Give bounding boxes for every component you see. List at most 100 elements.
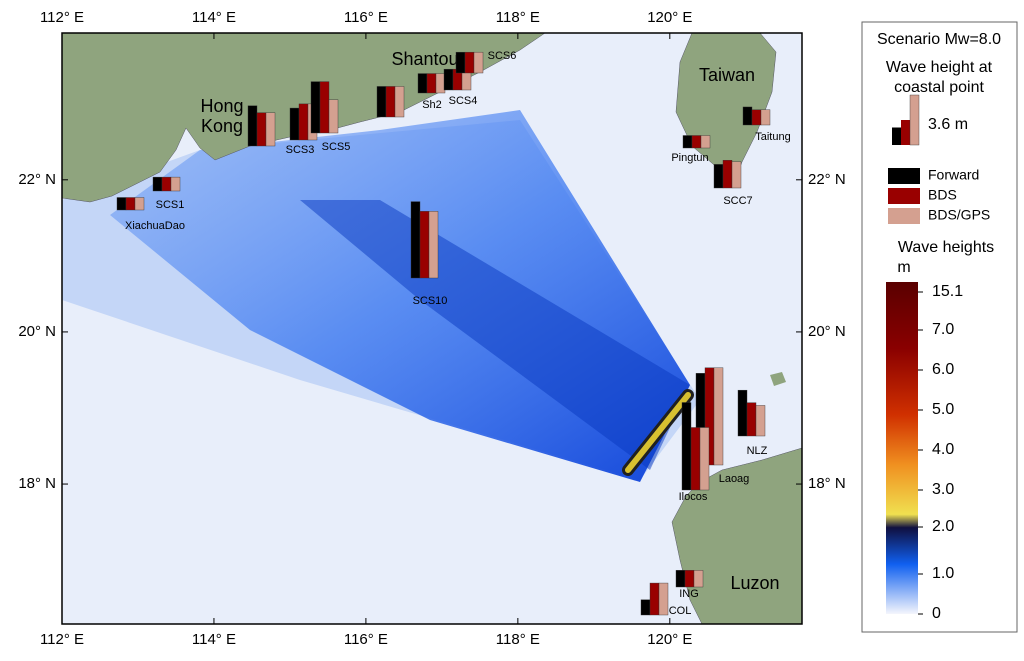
place-label: Luzon: [730, 573, 779, 593]
map-area: [62, 33, 802, 624]
station-bar: [675, 570, 686, 588]
lon-label: 112° E: [40, 9, 84, 26]
station-bar: [116, 197, 127, 211]
station-bar: [699, 427, 710, 491]
lat-label: 18° N: [808, 475, 846, 492]
station-bar: [419, 211, 430, 279]
lon-label: 114° E: [192, 631, 236, 648]
map-frame: [61, 32, 803, 625]
station-bar: [682, 135, 693, 149]
station-bar: [760, 109, 771, 126]
station-bar: [722, 160, 733, 189]
lon-label: 118° E: [496, 631, 540, 648]
station-bar: [310, 81, 321, 134]
glyph-title: Wave height at coastal point: [886, 59, 993, 96]
legend-swatch: [888, 188, 920, 204]
station-bar: [700, 135, 711, 149]
colorbar-label: 6.0: [932, 361, 954, 378]
station-bar: [170, 176, 181, 192]
lat-label: 22° N: [18, 171, 56, 188]
station-label: SCS5: [322, 141, 351, 153]
scale-label: 3.6 m: [928, 116, 968, 133]
lon-label: 120° E: [647, 9, 692, 26]
colorbar-label: 0: [932, 605, 941, 622]
station-bar: [713, 367, 724, 466]
lat-label: 22° N: [808, 171, 846, 188]
colorbar-label: 7.0: [932, 321, 954, 338]
station-bar: [746, 402, 757, 437]
station-bar: [289, 107, 300, 141]
legend-label: Forward: [928, 167, 979, 183]
lat-label: 20° N: [808, 323, 846, 340]
colorbar-label: 2.0: [932, 518, 954, 535]
station-label: COL: [669, 605, 692, 617]
colorbar-label: 5.0: [932, 401, 954, 418]
legend-label: BDS/GPS: [928, 207, 990, 223]
station-bar: [640, 599, 651, 616]
wave-core: [300, 200, 690, 470]
station-bar: [319, 81, 330, 134]
lon-label: 120° E: [647, 631, 692, 648]
colorbar-label: 4.0: [932, 441, 954, 458]
station-bar: [731, 161, 742, 189]
station-label: Taitung: [755, 131, 790, 143]
station-label: NLZ: [747, 445, 768, 457]
rupture: [625, 392, 691, 473]
colorbar-title: Wave heights: [898, 239, 994, 256]
station-bar: [684, 570, 695, 588]
station-label: SCS10: [413, 295, 448, 307]
land-luzon: [671, 447, 802, 624]
legend-glyph: [901, 120, 910, 145]
station-label: SCS4: [449, 95, 478, 107]
station-bar: [161, 176, 172, 192]
place-label: Shantou: [391, 49, 458, 69]
lat-label: 18° N: [18, 475, 56, 492]
station-bar: [428, 211, 439, 279]
station-label: Laoag: [719, 473, 750, 485]
station-label: XiachuaDao: [125, 220, 185, 232]
lat-label: 20° N: [18, 323, 56, 340]
station-bar: [134, 197, 145, 211]
station-bar: [247, 105, 258, 147]
station-label: Pingtun: [671, 152, 708, 164]
station-bar: [265, 112, 276, 147]
station-label: Sh2: [422, 99, 442, 111]
station-bar: [394, 86, 405, 118]
station-bar: [755, 405, 766, 437]
legend-label: BDS: [928, 187, 957, 203]
place-label: Taiwan: [699, 65, 755, 85]
station-bar: [737, 389, 748, 437]
station-bar: [658, 582, 669, 616]
station-label: SCS3: [286, 144, 315, 156]
station-bar: [742, 106, 753, 126]
legend-glyph: [892, 127, 901, 145]
lon-label: 118° E: [496, 9, 540, 26]
station-bar: [690, 427, 701, 491]
station-bar: [328, 99, 339, 134]
station-bar: [417, 73, 428, 94]
station-bar: [443, 68, 454, 91]
station-bar: [649, 582, 660, 616]
station-bar: [410, 201, 421, 279]
station-bar: [426, 73, 437, 94]
legend-swatch: [888, 208, 920, 224]
station-label: ING: [679, 588, 699, 600]
station-label: SCC7: [723, 195, 752, 207]
station-bar: [455, 51, 466, 74]
lon-label: 114° E: [192, 9, 236, 26]
station-bar: [298, 103, 309, 141]
station-label: SCS1: [156, 199, 185, 211]
station-bar: [691, 135, 702, 149]
station-label: Ilocos: [679, 491, 708, 503]
island: [770, 372, 786, 386]
colorbar-unit: m: [897, 259, 910, 276]
place-label: Hong Kong: [200, 96, 243, 136]
legend-swatch: [888, 168, 920, 184]
station-bar: [125, 197, 136, 211]
legend-scale-bar: [909, 94, 920, 146]
station-bar: [256, 112, 267, 147]
colorbar: [886, 282, 918, 614]
station-bar: [693, 570, 704, 588]
station-label: SCS6: [488, 50, 517, 62]
colorbar-label: 3.0: [932, 481, 954, 498]
